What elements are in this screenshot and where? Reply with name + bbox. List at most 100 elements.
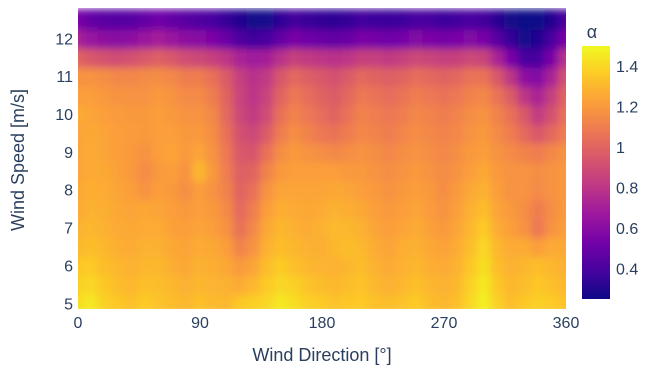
heatmap-cell: [544, 122, 561, 144]
heatmap-cell: [246, 122, 262, 144]
x-axis-label: Wind Direction [°]: [252, 345, 391, 365]
heatmap-cell: [287, 179, 303, 201]
heatmap-cell: [246, 141, 262, 163]
heatmap-cell: [422, 198, 439, 220]
heatmap-cell: [544, 65, 561, 87]
heatmap-cell: [205, 141, 222, 163]
heatmap-cell: [449, 8, 466, 30]
heatmap-cell: [83, 179, 100, 201]
heatmap-cell: [368, 141, 384, 163]
heatmap-cell: [178, 179, 195, 201]
heatmap-cell: [354, 122, 371, 144]
heatmap-cell: [219, 122, 235, 144]
heatmap-cell: [327, 65, 344, 87]
heatmap-cell: [83, 8, 100, 30]
heatmap-cell: [463, 179, 479, 201]
heatmap-cell: [300, 27, 317, 49]
heatmap-cell: [78, 46, 86, 68]
x-tick-label: 90: [191, 315, 209, 332]
heatmap-cell: [138, 46, 154, 68]
heatmap-cell: [422, 122, 439, 144]
heatmap-cell: [490, 236, 506, 257]
heatmap-cell: [409, 160, 425, 182]
heatmap-cell: [78, 292, 86, 309]
heatmap-cell: [110, 292, 127, 309]
heatmap-cell: [138, 103, 154, 125]
heatmap-cell: [436, 65, 452, 87]
heatmap-cell: [246, 103, 262, 125]
heatmap-cell: [151, 179, 168, 201]
heatmap-cell: [476, 141, 493, 163]
heatmap-cell: [83, 217, 100, 239]
heatmap-cell: [110, 122, 127, 144]
heatmap-cell: [558, 236, 566, 257]
heatmap-cell: [97, 65, 113, 87]
heatmap-cell: [382, 236, 398, 257]
heatmap-cell: [287, 217, 303, 239]
heatmap-cell: [558, 217, 566, 239]
heatmap-cell: [287, 8, 303, 30]
heatmap-cell: [300, 122, 317, 144]
heatmap-cell: [151, 292, 168, 309]
heatmap-cell: [327, 273, 344, 295]
heatmap-cell: [192, 273, 208, 295]
heatmap-cell: [544, 160, 561, 182]
heatmap-cell: [341, 27, 357, 49]
heatmap-cell: [517, 198, 534, 220]
heatmap-cell: [97, 160, 113, 182]
heatmap-cells: [78, 8, 566, 309]
heatmap-cell: [395, 254, 412, 276]
heatmap-cell: [124, 103, 140, 125]
heatmap-cell: [504, 217, 520, 239]
heatmap-cell: [273, 198, 290, 220]
heatmap-cell: [178, 84, 195, 106]
heatmap-cell: [517, 179, 534, 201]
heatmap-cell: [382, 160, 398, 182]
heatmap-cell: [246, 179, 262, 201]
heatmap-cell: [504, 160, 520, 182]
heatmap-cell: [83, 141, 100, 163]
heatmap-cell: [463, 141, 479, 163]
heatmap-cell: [97, 236, 113, 257]
heatmap-cell: [300, 8, 317, 30]
heatmap-cell: [463, 217, 479, 239]
heatmap-cell: [205, 27, 222, 49]
heatmap-cell: [463, 27, 479, 49]
heatmap-cell: [517, 27, 534, 49]
heatmap-cell: [436, 160, 452, 182]
heatmap-cell: [205, 160, 222, 182]
heatmap-cell: [232, 160, 249, 182]
heatmap-cell: [504, 254, 520, 276]
heatmap-cell: [517, 217, 534, 239]
heatmap-cell: [544, 217, 561, 239]
heatmap-cell: [260, 84, 276, 106]
heatmap-cell: [476, 160, 493, 182]
heatmap-cell: [273, 27, 290, 49]
heatmap-cell: [178, 217, 195, 239]
heatmap-cell: [287, 65, 303, 87]
heatmap-cell: [558, 141, 566, 163]
heatmap-cell: [151, 46, 168, 68]
heatmap-cell: [382, 8, 398, 30]
y-tick-label: 5: [64, 296, 73, 313]
heatmap-cell: [151, 198, 168, 220]
heatmap-cell: [192, 8, 208, 30]
y-tick-label: 10: [55, 107, 73, 124]
heatmap-cell: [531, 254, 547, 276]
heatmap-cell: [327, 27, 344, 49]
heatmap-cell: [422, 254, 439, 276]
heatmap-cell: [382, 65, 398, 87]
heatmap-cell: [273, 254, 290, 276]
heatmap-cell: [558, 254, 566, 276]
heatmap-cell: [287, 292, 303, 309]
heatmap-cell: [354, 141, 371, 163]
heatmap-cell: [178, 46, 195, 68]
heatmap-cell: [544, 27, 561, 49]
heatmap-cell: [436, 27, 452, 49]
heatmap-cell: [354, 103, 371, 125]
heatmap-cell: [192, 65, 208, 87]
heatmap-cell: [205, 198, 222, 220]
heatmap-cell: [504, 236, 520, 257]
heatmap-cell: [395, 292, 412, 309]
heatmap-cell: [382, 27, 398, 49]
